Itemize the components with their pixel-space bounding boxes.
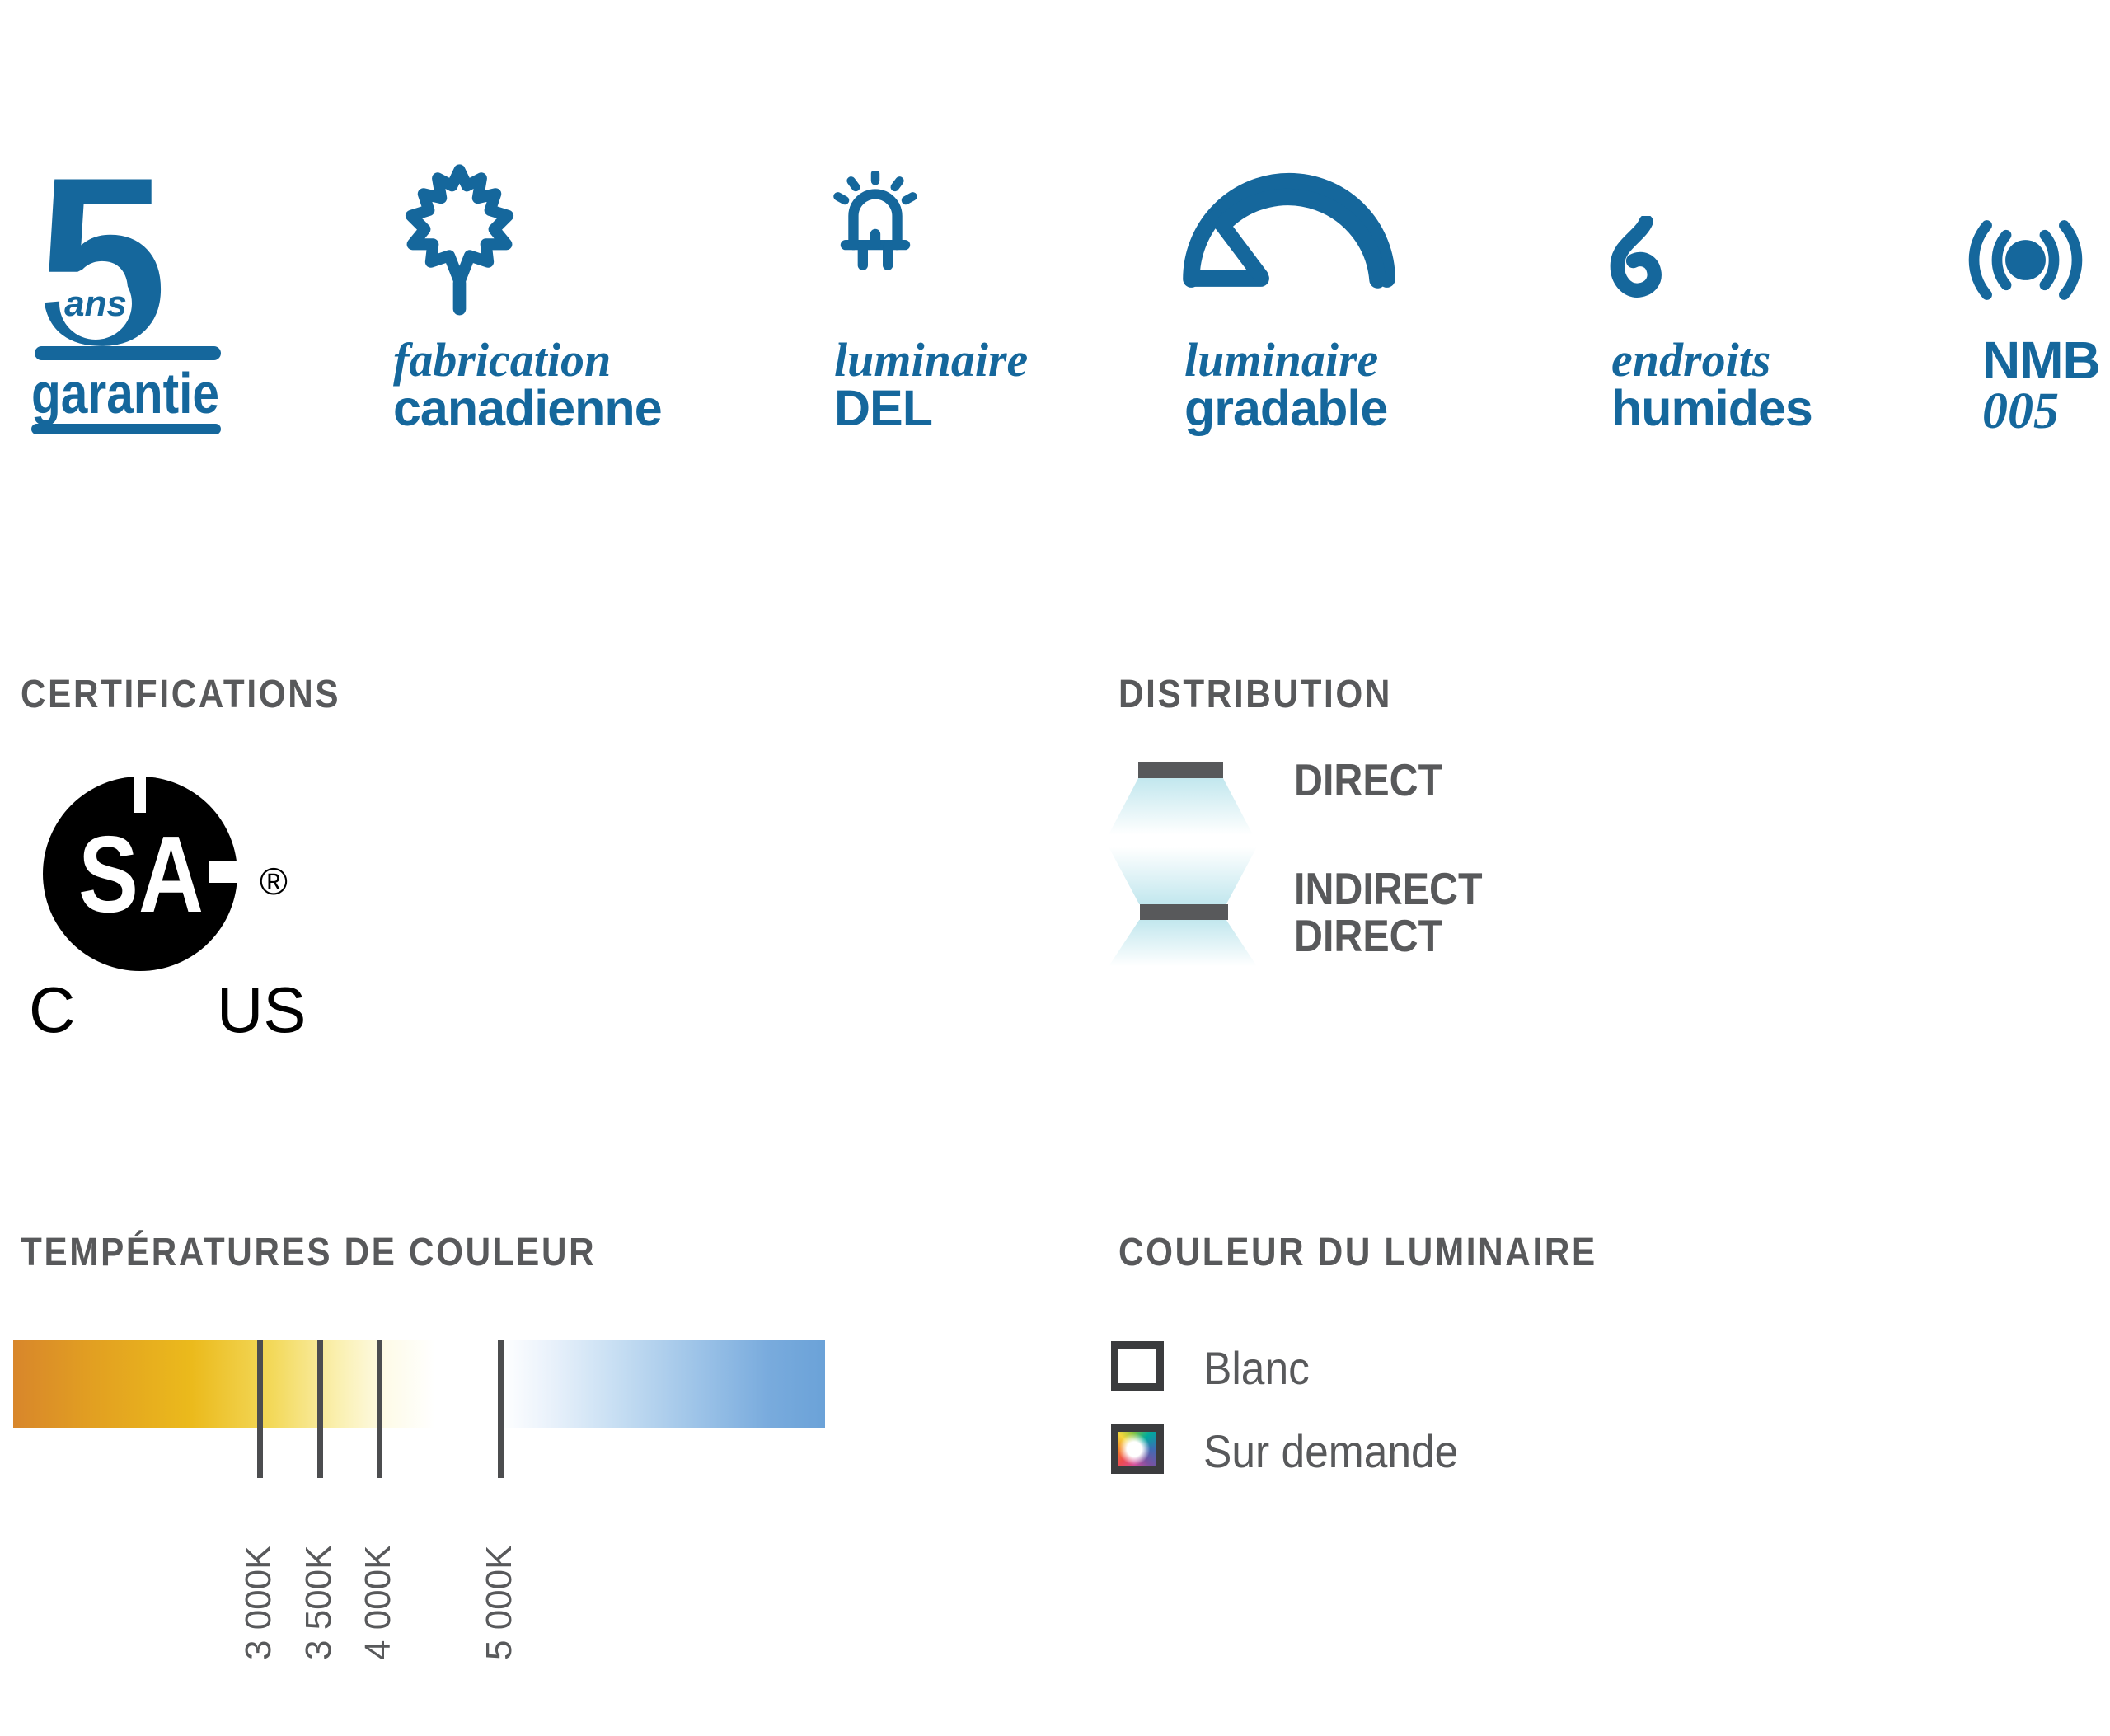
tick-label-3500k: 3 500K — [298, 1545, 339, 1660]
direct-fixture-bar — [1138, 762, 1223, 778]
warranty-label: garantie — [31, 361, 219, 425]
badge-led-line2: DEL — [834, 380, 933, 436]
indirect-direct-label: INDIRECT DIRECT — [1294, 866, 1483, 959]
csa-certification-logo: SA ® C US — [29, 773, 306, 1046]
indirect-light-cone-down — [1104, 920, 1261, 973]
fixture-color-title: COULEUR DU LUMINAIRE — [1118, 1231, 1597, 1274]
dimmer-gauge-icon — [1183, 172, 1395, 289]
tick-4000k — [377, 1340, 382, 1478]
tick-3500k — [317, 1340, 323, 1478]
color-temperatures-title: TEMPÉRATURES DE COULEUR — [21, 1231, 597, 1274]
direct-light-cone — [1104, 778, 1257, 842]
warranty-unit: ans — [64, 284, 127, 324]
certifications-title: CERTIFICATIONS — [21, 673, 341, 716]
badge-nmb-line2: 005 — [1982, 383, 2059, 439]
warranty-circle — [59, 267, 132, 340]
color-temperature-gradient-bar — [13, 1340, 825, 1428]
tick-label-3000k: 3 000K — [238, 1545, 279, 1660]
badge-made-in-canada-line1: fabrication — [393, 333, 612, 387]
water-drop-icon — [1610, 216, 1662, 298]
led-bulb-icon — [833, 171, 917, 270]
csa-c: C — [29, 974, 75, 1046]
registered-mark: ® — [260, 860, 288, 903]
indirect-fixture-bar — [1140, 904, 1228, 920]
tick-label-4000k: 4 000K — [358, 1545, 398, 1660]
badge-dimmable-line2: gradable — [1184, 380, 1388, 436]
direct-label: DIRECT — [1294, 754, 1443, 805]
five-year-warranty-logo: 5 ans garantie — [31, 163, 221, 434]
badge-made-in-canada-line2: canadienne — [393, 380, 663, 436]
warranty-bar-top — [35, 346, 221, 360]
csa-us: US — [217, 974, 306, 1046]
badge-damp-line1: endroits — [1611, 333, 1771, 387]
rainbow-color-swatch — [1111, 1424, 1164, 1474]
fixture-color-option-blanc: Blanc — [1203, 1342, 1310, 1394]
badge-nmb-line1: NMB — [1982, 331, 2101, 390]
white-color-swatch — [1111, 1341, 1164, 1391]
maple-leaf-icon — [405, 164, 514, 316]
fixture-color-option-sur-demande: Sur demande — [1203, 1425, 1459, 1477]
radio-emission-icon — [1968, 220, 2083, 300]
tick-3000k — [257, 1340, 263, 1478]
tick-label-5000k: 5 000K — [479, 1545, 519, 1660]
tick-5000k — [498, 1340, 504, 1478]
indirect-label-line2: DIRECT — [1294, 910, 1443, 961]
indirect-light-cone-up — [1104, 839, 1261, 904]
warranty-bar-bottom — [31, 424, 221, 434]
badge-dimmable-line1: luminaire — [1184, 333, 1379, 387]
csa-letters: SA — [78, 814, 204, 935]
badge-damp-line2: humides — [1611, 380, 1813, 436]
badge-led-line1: luminaire — [834, 333, 1029, 387]
distribution-title: DISTRIBUTION — [1118, 673, 1393, 716]
indirect-label-line1: INDIRECT — [1294, 863, 1483, 914]
